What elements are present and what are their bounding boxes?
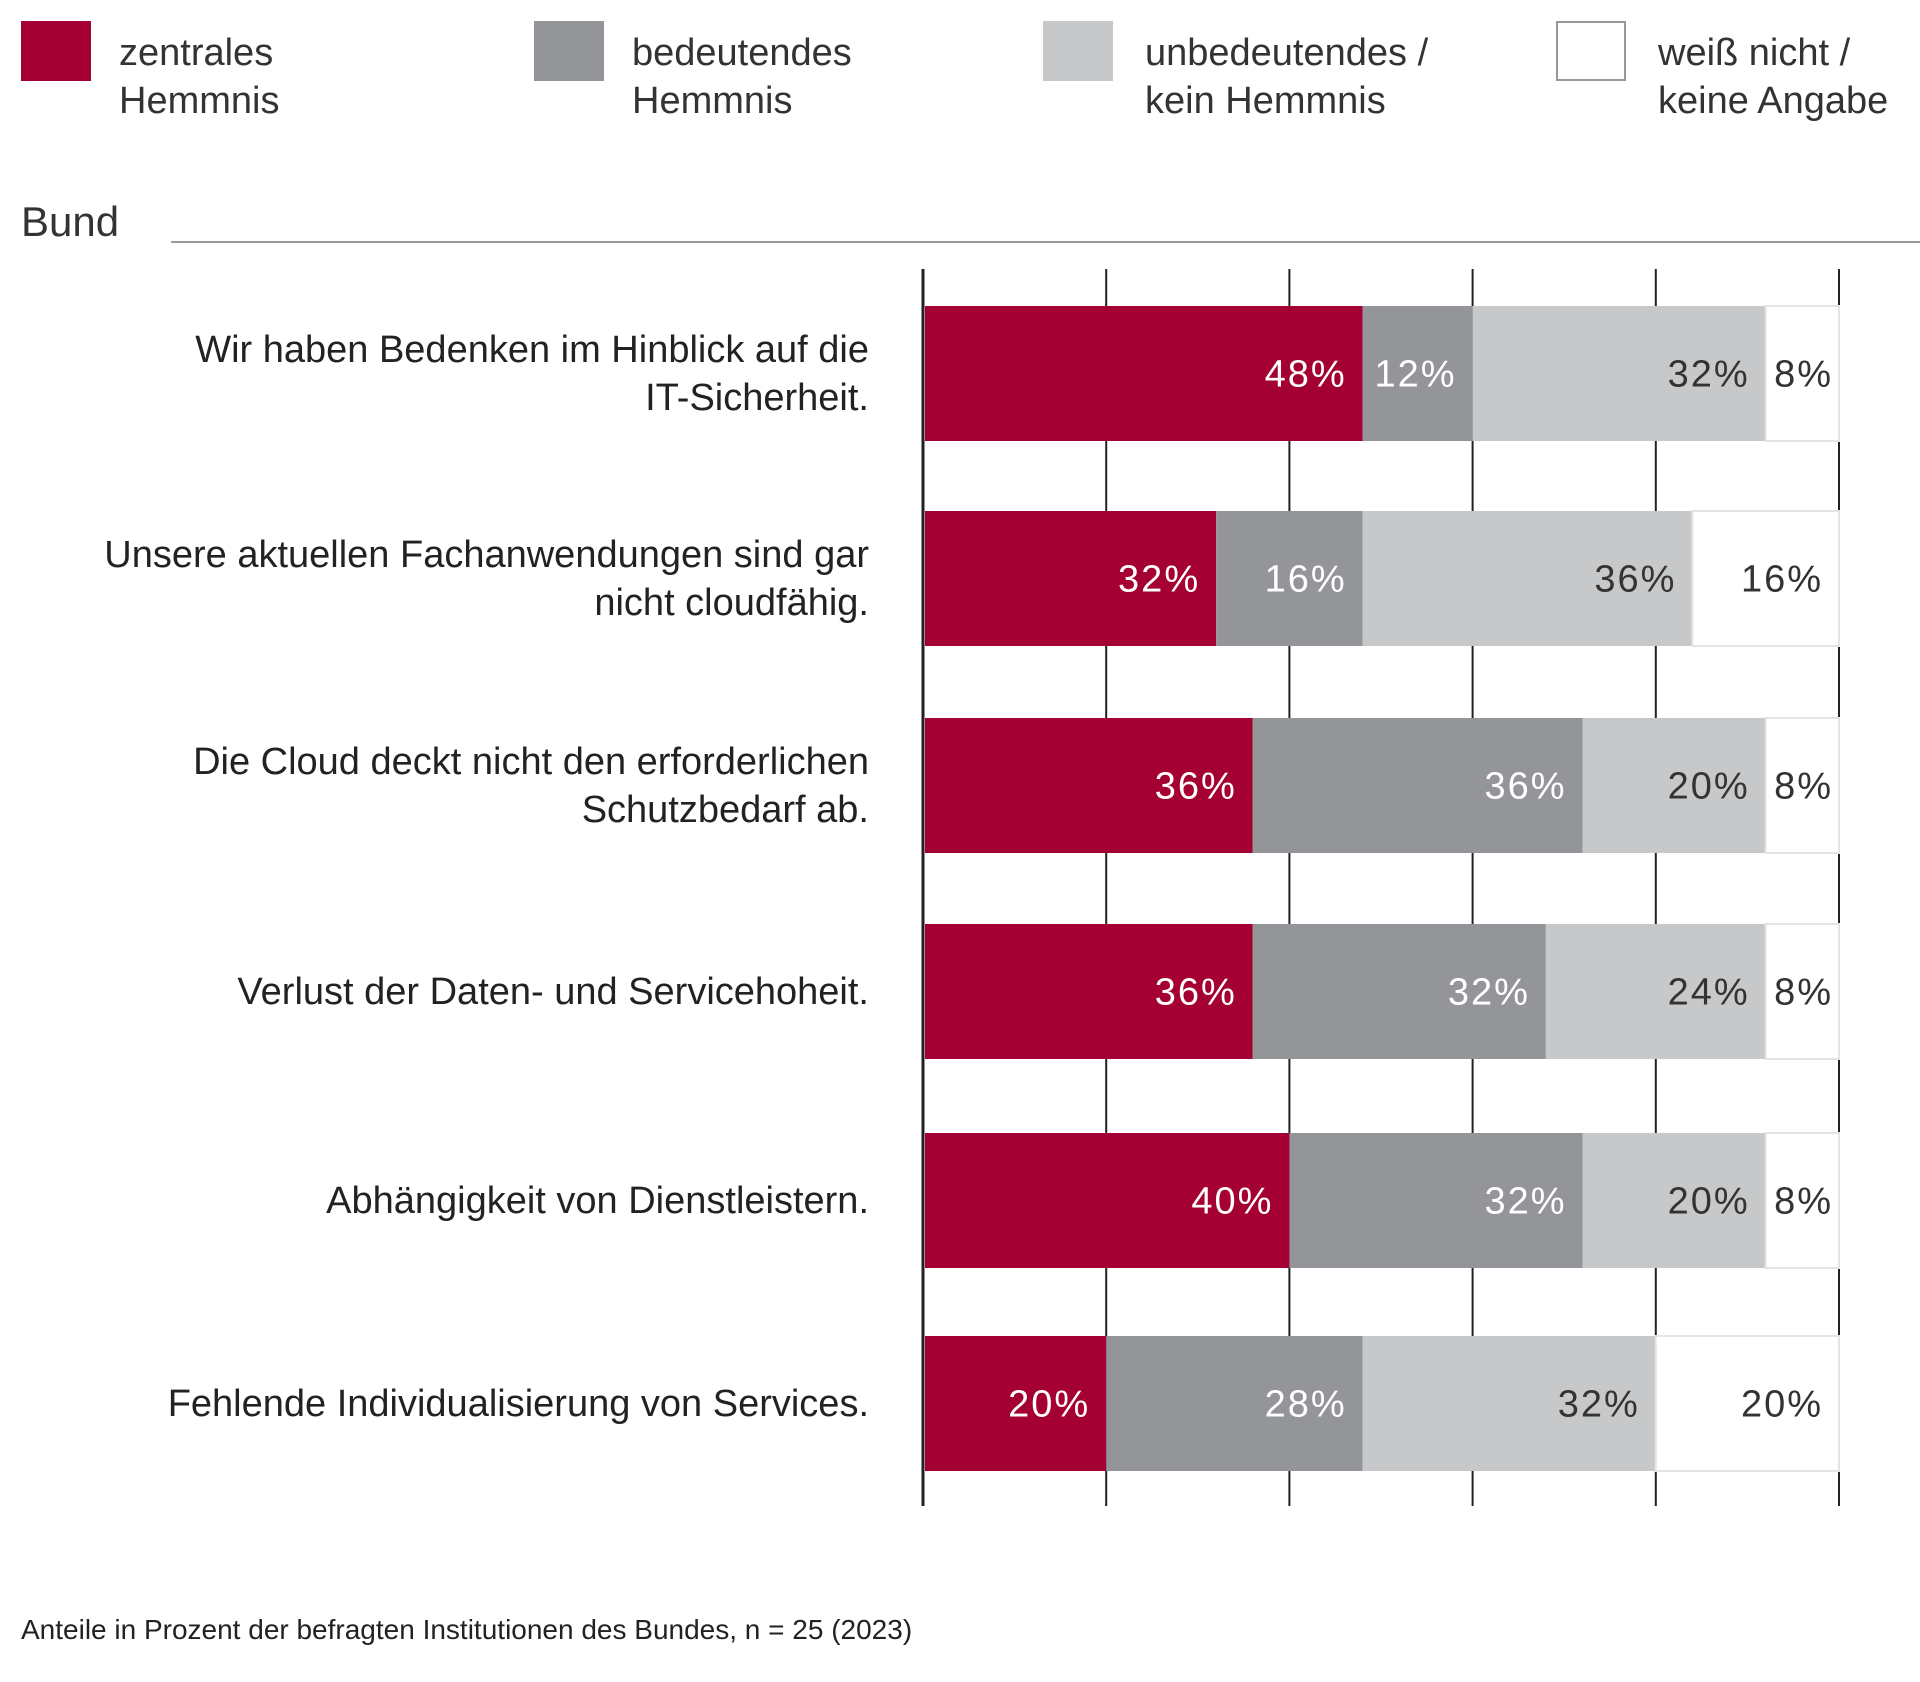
- bar-segment: [1764, 305, 1840, 442]
- data-label: 32%: [1484, 1181, 1566, 1223]
- legend-label: weiß nicht / keine Angabe: [1658, 32, 1889, 122]
- legend-item-weiss-nicht: weiß nicht / keine Angabe: [1556, 21, 1888, 122]
- data-label: 8%: [1774, 1181, 1833, 1223]
- bar-segment: [1764, 1132, 1840, 1269]
- legend-swatch: [1043, 21, 1113, 81]
- legend-item-bedeutendes: bedeutendes Hemmnis: [534, 21, 852, 122]
- category-label: Abhängigkeit von Dienstleistern.: [326, 1179, 869, 1222]
- bar-segment: [1545, 924, 1766, 1059]
- bar-segment: [1472, 306, 1766, 441]
- data-label: 36%: [1594, 559, 1676, 601]
- category-label: Die Cloud deckt nicht den erforderlichen…: [193, 740, 869, 831]
- footnote: Anteile in Prozent der befragten Institu…: [21, 1614, 913, 1645]
- category-label: Wir haben Bedenken im Hinblick auf die I…: [195, 328, 869, 419]
- legend-swatch: [21, 21, 91, 81]
- bar-segment: [925, 1133, 1290, 1268]
- data-label: 48%: [1265, 354, 1347, 396]
- legend-item-unbedeutendes: unbedeutendes / kein Hemmnis: [1043, 21, 1428, 122]
- data-label: 20%: [1008, 1384, 1090, 1426]
- data-label: 40%: [1191, 1181, 1273, 1223]
- legend-label: zentrales Hemmnis: [119, 32, 280, 122]
- bar-segment: [1362, 1336, 1656, 1471]
- data-label: 8%: [1774, 766, 1833, 808]
- data-label: 12%: [1375, 354, 1457, 396]
- legend-label: bedeutendes Hemmnis: [632, 32, 852, 122]
- bar-segment: [1764, 923, 1840, 1060]
- data-label: 24%: [1668, 972, 1750, 1014]
- data-label: 16%: [1741, 559, 1823, 601]
- legend-item-zentrales: zentrales Hemmnis: [21, 21, 279, 122]
- data-label: 36%: [1484, 766, 1566, 808]
- bar-segment: [925, 511, 1217, 646]
- bar-segment: [1691, 510, 1840, 647]
- bar-segment: [925, 1336, 1107, 1471]
- data-label: 20%: [1741, 1384, 1823, 1426]
- legend-swatch: [534, 21, 604, 81]
- legend-swatch: [1556, 21, 1626, 81]
- bar-segment: [925, 306, 1363, 441]
- data-label: 32%: [1668, 354, 1750, 396]
- data-label: 8%: [1774, 972, 1833, 1014]
- bar-segment: [1362, 306, 1473, 441]
- data-label: 32%: [1448, 972, 1530, 1014]
- bar-segment: [1362, 511, 1693, 646]
- bar-segment: [1106, 1336, 1363, 1471]
- section-title: Bund: [21, 198, 120, 245]
- legend-label: unbedeutendes / kein Hemmnis: [1145, 32, 1429, 122]
- data-label: 16%: [1265, 559, 1347, 601]
- bar-segment: [1252, 924, 1546, 1059]
- data-label: 32%: [1558, 1384, 1640, 1426]
- bar-segment: [1654, 1335, 1841, 1472]
- bar-segment: [1289, 1133, 1583, 1268]
- bar-segment: [1582, 718, 1766, 853]
- data-label: 36%: [1155, 972, 1237, 1014]
- section-divider: [171, 241, 1920, 243]
- data-label: 28%: [1265, 1384, 1347, 1426]
- bar-segment: [925, 924, 1253, 1059]
- data-label: 8%: [1774, 354, 1833, 396]
- bar-segment: [925, 718, 1253, 853]
- category-label: Unsere aktuellen Fachanwendungen sind ga…: [104, 533, 869, 624]
- bar-segment: [1252, 718, 1583, 853]
- bar-segment: [1216, 511, 1363, 646]
- category-label: Verlust der Daten- und Servicehoheit.: [237, 970, 869, 1013]
- bar-segment: [1582, 1133, 1766, 1268]
- bar-segment: [1764, 717, 1840, 854]
- category-label: Fehlende Individualisierung von Services…: [167, 1382, 869, 1425]
- data-label: 20%: [1668, 1181, 1750, 1223]
- data-label: 36%: [1155, 766, 1237, 808]
- data-label: 20%: [1668, 766, 1750, 808]
- data-label: 32%: [1118, 559, 1200, 601]
